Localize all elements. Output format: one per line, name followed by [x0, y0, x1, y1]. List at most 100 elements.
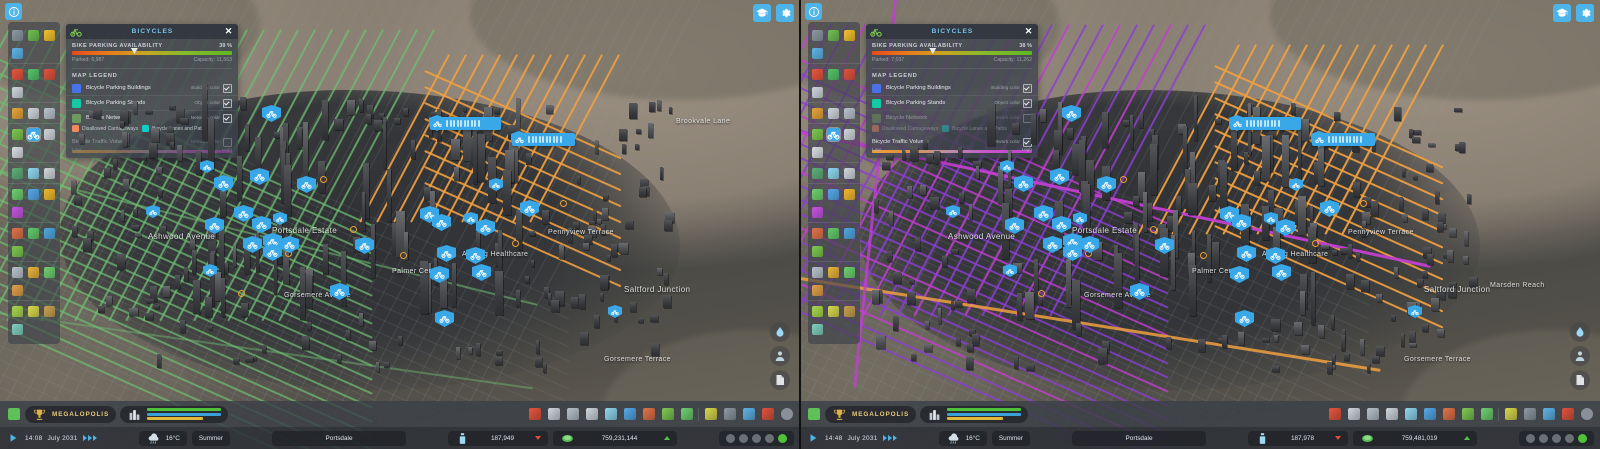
bike-capacity-bar[interactable]	[429, 115, 501, 131]
toolbar-recycling-icon[interactable]	[1327, 407, 1342, 422]
transit-stop-marker[interactable]	[1120, 176, 1127, 183]
toolbar-progression-icon[interactable]	[703, 407, 718, 422]
infoview-road-icon[interactable]	[811, 29, 824, 42]
toolbar-police-icon[interactable]	[584, 407, 599, 422]
close-icon[interactable]: ✕	[224, 26, 233, 36]
infoview-education-icon[interactable]	[11, 107, 24, 120]
infoview-happiness-icon[interactable]	[27, 266, 40, 279]
infoview-tree-icon[interactable]	[811, 245, 824, 258]
infoview-garbage-icon[interactable]	[27, 68, 40, 81]
bike-parking-marker[interactable]	[1073, 212, 1087, 226]
transit-stop-marker[interactable]	[1150, 226, 1157, 233]
infoview-information-icon[interactable]	[843, 227, 856, 240]
bike-parking-marker[interactable]	[1052, 216, 1071, 235]
bike-parking-marker[interactable]	[262, 105, 281, 124]
money-widget[interactable]: 759,231,144	[553, 430, 677, 446]
infoview-telecom-icon[interactable]	[843, 305, 856, 318]
legend-checkbox[interactable]	[1023, 98, 1032, 108]
infoview-forest-icon[interactable]	[811, 167, 824, 180]
bike-parking-marker[interactable]	[1097, 176, 1116, 195]
infoview-fire-hazard-icon[interactable]	[11, 227, 24, 240]
infoview-graduation-icon[interactable]	[843, 107, 856, 120]
notifications-icon[interactable]	[770, 370, 790, 390]
infoview-tree-icon[interactable]	[11, 245, 24, 258]
infoview-health-icon[interactable]	[843, 68, 856, 81]
bike-parking-marker[interactable]	[203, 264, 217, 278]
toolbar-construction-icon[interactable]	[1479, 407, 1494, 422]
photo-mode-icon[interactable]	[1570, 322, 1590, 342]
infoview-attractiveness-icon[interactable]	[811, 206, 824, 219]
bike-parking-marker[interactable]	[520, 200, 539, 219]
bike-parking-marker[interactable]	[432, 214, 451, 233]
gear-icon[interactable]	[776, 4, 794, 22]
fast-forward-button[interactable]	[882, 435, 897, 441]
bike-parking-marker[interactable]	[1043, 236, 1062, 255]
toolbar-recycling-icon[interactable]	[527, 407, 542, 422]
toolbar-progression-icon[interactable]	[1503, 407, 1518, 422]
infoview-electricity-icon[interactable]	[843, 29, 856, 42]
population-widget[interactable]: 187,949	[448, 430, 548, 446]
transit-stop-marker[interactable]	[320, 176, 327, 183]
infoview-wind-icon[interactable]	[811, 305, 824, 318]
bike-parking-marker[interactable]	[200, 160, 214, 174]
bike-capacity-bar[interactable]	[1229, 115, 1301, 131]
happiness-widget[interactable]	[1519, 430, 1594, 446]
transit-stop-marker[interactable]	[512, 240, 519, 247]
build-tools[interactable]	[527, 407, 775, 422]
legend-checkbox[interactable]	[1023, 83, 1032, 93]
bike-parking-marker[interactable]	[1063, 244, 1082, 263]
terrain-icon[interactable]	[1579, 407, 1594, 422]
bike-parking-marker[interactable]	[1080, 236, 1099, 255]
bike-parking-marker[interactable]	[252, 216, 271, 235]
infoview-fire-hazard-icon[interactable]	[811, 227, 824, 240]
bike-capacity-bar[interactable]	[511, 131, 575, 147]
bike-parking-marker[interactable]	[205, 217, 224, 236]
bike-parking-marker[interactable]	[430, 266, 449, 285]
toolbar-landscaping-icon[interactable]	[660, 407, 675, 422]
transit-stop-marker[interactable]	[1360, 200, 1367, 207]
play-button[interactable]	[806, 431, 820, 445]
transit-stop-marker[interactable]	[1038, 290, 1045, 297]
terrain-icon[interactable]	[779, 407, 794, 422]
toolbar-education-icon[interactable]	[546, 407, 561, 422]
transit-stop-marker[interactable]	[350, 226, 357, 233]
infoview-land-value-icon[interactable]	[27, 188, 40, 201]
toolbar-education-icon[interactable]	[1346, 407, 1361, 422]
toolbar-map-tiles-icon[interactable]	[722, 407, 737, 422]
infoview-pollution-icon[interactable]	[27, 107, 40, 120]
bike-parking-marker[interactable]	[234, 205, 253, 224]
citizen-icon[interactable]	[770, 346, 790, 366]
bike-parking-marker[interactable]	[280, 236, 299, 255]
traffic-volume-checkbox[interactable]	[223, 137, 232, 147]
infoview-ground-pollution-icon[interactable]	[27, 227, 40, 240]
recycling-icon[interactable]	[6, 407, 21, 422]
infoview-terrain-icon[interactable]	[11, 323, 24, 336]
infoview-transport-icon[interactable]	[811, 128, 824, 141]
toolbar-landscaping-icon[interactable]	[1460, 407, 1475, 422]
traffic-volume-row[interactable]: Bicycle Traffic Volume Network color	[866, 135, 1038, 149]
toolbar-parks-icon[interactable]	[622, 407, 637, 422]
bike-parking-marker[interactable]	[1264, 212, 1278, 226]
legend-row[interactable]: Bicycle Parking Buildings Building color	[866, 81, 1038, 95]
bike-parking-marker[interactable]	[1230, 266, 1249, 285]
infoview-natural-resources-icon[interactable]	[843, 188, 856, 201]
infoview-levels-icon[interactable]	[843, 266, 856, 279]
legend-checkbox[interactable]	[223, 98, 232, 108]
infoview-mail-icon[interactable]	[843, 128, 856, 141]
bike-parking-marker[interactable]	[1003, 264, 1017, 278]
toolbar-map-tiles-icon[interactable]	[1522, 407, 1537, 422]
infoviews-toolbar[interactable]	[808, 22, 860, 344]
info-icon[interactable]	[5, 3, 22, 20]
infoview-park-icon[interactable]	[27, 29, 40, 42]
bike-parking-marker[interactable]	[146, 205, 160, 219]
infoview-fire-icon[interactable]	[11, 68, 24, 81]
bike-parking-marker[interactable]	[435, 310, 454, 329]
bike-parking-marker[interactable]	[355, 237, 374, 256]
infoview-sewage-icon[interactable]	[43, 167, 56, 180]
bike-parking-marker[interactable]	[1130, 283, 1149, 302]
photo-mode-icon[interactable]	[770, 322, 790, 342]
bike-parking-marker[interactable]	[1155, 237, 1174, 256]
toolbar-parks-icon[interactable]	[1422, 407, 1437, 422]
infoview-workplaces-icon[interactable]	[811, 284, 824, 297]
bike-parking-marker[interactable]	[1000, 160, 1014, 174]
